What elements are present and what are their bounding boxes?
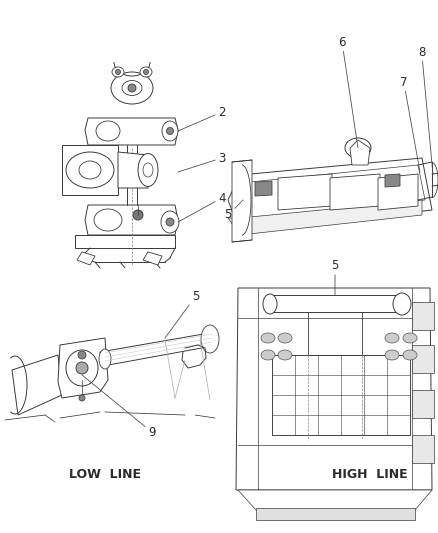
- Polygon shape: [227, 158, 431, 232]
- Ellipse shape: [262, 294, 276, 314]
- Ellipse shape: [128, 84, 136, 92]
- Ellipse shape: [161, 211, 179, 233]
- Polygon shape: [329, 174, 379, 210]
- Text: 5: 5: [331, 259, 338, 295]
- Ellipse shape: [201, 325, 219, 353]
- Polygon shape: [254, 181, 272, 196]
- Ellipse shape: [143, 69, 148, 75]
- Ellipse shape: [115, 69, 120, 75]
- Ellipse shape: [277, 350, 291, 360]
- Text: 6: 6: [338, 36, 357, 148]
- Ellipse shape: [344, 138, 370, 158]
- Text: 4: 4: [177, 191, 225, 222]
- Ellipse shape: [162, 121, 177, 141]
- Ellipse shape: [384, 333, 398, 343]
- Ellipse shape: [143, 163, 153, 177]
- Text: 7: 7: [399, 76, 419, 172]
- Polygon shape: [237, 165, 424, 218]
- Polygon shape: [255, 508, 414, 520]
- Bar: [411, 390, 433, 418]
- Ellipse shape: [402, 350, 416, 360]
- Polygon shape: [85, 205, 177, 235]
- Ellipse shape: [79, 395, 85, 401]
- Ellipse shape: [261, 333, 274, 343]
- Bar: [411, 345, 433, 373]
- Ellipse shape: [261, 350, 274, 360]
- Ellipse shape: [78, 351, 86, 359]
- Polygon shape: [277, 174, 331, 210]
- Text: HIGH  LINE: HIGH LINE: [332, 469, 407, 481]
- Polygon shape: [377, 174, 417, 210]
- Text: 9: 9: [82, 375, 155, 439]
- Polygon shape: [100, 332, 218, 366]
- Ellipse shape: [166, 218, 173, 226]
- Ellipse shape: [112, 67, 124, 77]
- Polygon shape: [231, 160, 251, 242]
- Ellipse shape: [111, 72, 153, 104]
- Ellipse shape: [99, 349, 111, 369]
- Ellipse shape: [392, 293, 410, 315]
- Polygon shape: [75, 235, 175, 248]
- Polygon shape: [12, 355, 62, 415]
- Ellipse shape: [402, 333, 416, 343]
- Bar: [272, 355, 409, 435]
- Polygon shape: [62, 145, 118, 195]
- Ellipse shape: [96, 121, 120, 141]
- Ellipse shape: [66, 350, 98, 386]
- Text: 8: 8: [417, 45, 432, 175]
- Text: 3: 3: [177, 151, 225, 172]
- Ellipse shape: [384, 350, 398, 360]
- Ellipse shape: [166, 127, 173, 134]
- Bar: [411, 435, 433, 463]
- Polygon shape: [349, 140, 369, 165]
- Polygon shape: [77, 252, 95, 265]
- Polygon shape: [227, 200, 421, 235]
- Polygon shape: [237, 490, 431, 510]
- Ellipse shape: [138, 154, 158, 187]
- Text: LOW  LINE: LOW LINE: [69, 469, 141, 481]
- Polygon shape: [85, 118, 177, 145]
- Polygon shape: [118, 152, 148, 188]
- Ellipse shape: [79, 161, 101, 179]
- Ellipse shape: [66, 152, 114, 188]
- Ellipse shape: [277, 333, 291, 343]
- Polygon shape: [58, 338, 108, 398]
- Polygon shape: [236, 288, 431, 490]
- Polygon shape: [384, 174, 399, 187]
- Polygon shape: [267, 295, 404, 312]
- Text: 5: 5: [165, 289, 199, 338]
- Ellipse shape: [140, 67, 152, 77]
- Ellipse shape: [133, 210, 143, 220]
- Ellipse shape: [76, 362, 88, 374]
- Bar: [411, 302, 433, 330]
- Polygon shape: [143, 252, 162, 265]
- Ellipse shape: [352, 143, 362, 153]
- Text: 2: 2: [177, 106, 225, 131]
- Ellipse shape: [122, 80, 141, 95]
- Ellipse shape: [94, 209, 122, 231]
- Text: 5: 5: [224, 200, 243, 222]
